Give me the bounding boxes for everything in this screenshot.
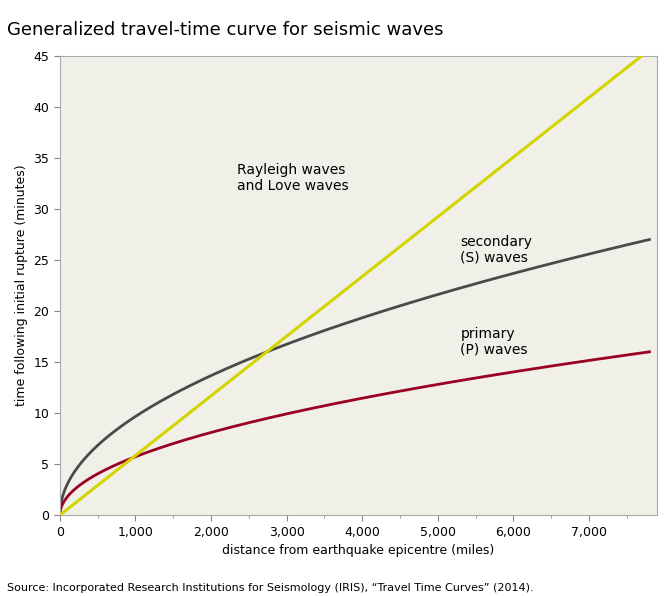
Text: Source: Incorporated Research Institutions for Seismology (IRIS), “Travel Time C: Source: Incorporated Research Institutio… — [7, 583, 534, 593]
Y-axis label: time following initial rupture (minutes): time following initial rupture (minutes) — [15, 164, 28, 406]
Text: Generalized travel-time curve for seismic waves: Generalized travel-time curve for seismi… — [7, 21, 444, 39]
Text: secondary
(S) waves: secondary (S) waves — [460, 235, 532, 265]
Text: primary
(P) waves: primary (P) waves — [460, 327, 528, 357]
X-axis label: distance from earthquake epicentre (miles): distance from earthquake epicentre (mile… — [222, 544, 495, 557]
Text: Rayleigh waves
and Love waves: Rayleigh waves and Love waves — [237, 163, 349, 193]
